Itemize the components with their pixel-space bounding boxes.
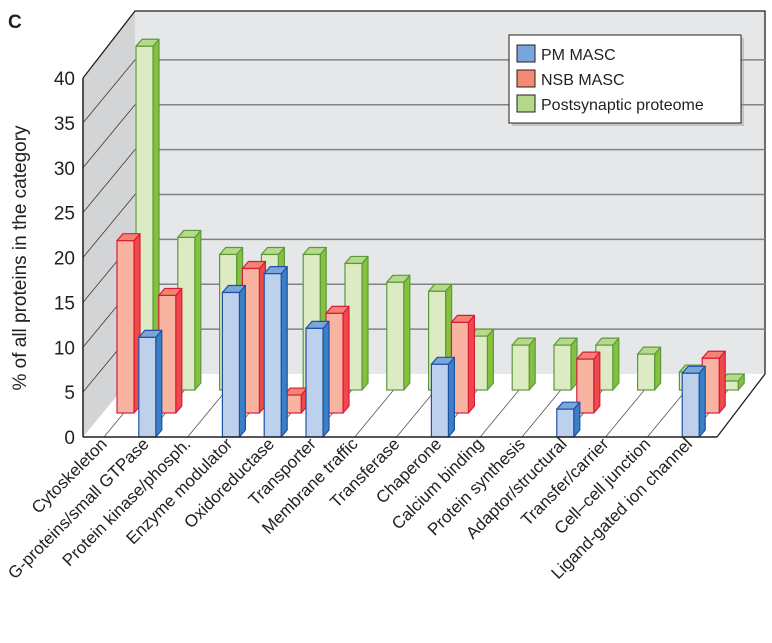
bar-front-face [221, 291, 240, 438]
bar-postsynaptic-proteome [386, 274, 411, 391]
bar-front-face [386, 281, 405, 391]
bar-front-face [116, 240, 135, 414]
y-tick-label: 0 [64, 428, 75, 449]
axes [82, 78, 717, 438]
bar-front-face [305, 327, 324, 438]
bar-nsb-masc [325, 305, 350, 414]
bar-side-face [403, 274, 411, 391]
bar-pm-masc [556, 401, 581, 438]
bar-side-face [593, 351, 601, 414]
bar-nsb-masc [116, 233, 141, 414]
gridline-side [82, 149, 136, 213]
bar-side-face [194, 229, 202, 391]
bar-pm-masc [138, 329, 163, 438]
bar-side-face [361, 255, 369, 391]
bar-side-face [175, 287, 183, 414]
bar-postsynaptic-proteome [553, 337, 578, 391]
bar-side-face [280, 266, 288, 438]
bar-side-face [718, 350, 726, 414]
y-axis-title: % of all proteins in the category [10, 125, 31, 391]
bar-pm-masc [430, 356, 455, 438]
bar-side-face [698, 365, 706, 438]
y-tick-label: 35 [54, 114, 75, 135]
bar-nsb-masc [576, 351, 601, 414]
bar-pm-masc [263, 266, 288, 438]
bar-nsb-masc [450, 314, 475, 414]
bar-side-face [467, 314, 475, 414]
y-tick-label: 30 [54, 159, 75, 180]
bar-nsb-masc [158, 287, 183, 414]
bar-postsynaptic-proteome [511, 337, 536, 391]
legend-item-nsb-masc: NSB MASC [516, 69, 625, 89]
bar-pm-masc [221, 284, 246, 438]
legend-item-pm-masc: PM MASC [516, 44, 616, 64]
bar-front-face [556, 408, 575, 438]
bar-side-face [238, 284, 246, 438]
wall-outline [82, 10, 766, 438]
bar-front-face [263, 273, 282, 438]
y-tick-labels: 0 5 10 15 20 25 30 35 40 [54, 69, 75, 449]
gridline-side [82, 59, 136, 124]
bar-side-face [155, 329, 163, 438]
legend-label-postsynaptic-proteome: Postsynaptic proteome [541, 97, 704, 114]
y-tick-label: 15 [54, 293, 75, 314]
legend: PM MASC NSB MASC Postsynaptic proteome [508, 34, 744, 126]
legend-swatch-postsynaptic-proteome [516, 94, 536, 113]
bar-front-face [138, 336, 157, 438]
bar-pm-masc [681, 365, 706, 438]
bar-side-face [570, 337, 578, 391]
bar-front-face [636, 353, 656, 391]
bar-front-face [430, 363, 449, 438]
y-tick-label: 25 [54, 204, 75, 225]
y-tick-label: 5 [64, 383, 75, 404]
y-tick-label: 10 [54, 338, 75, 359]
bar-side-face [342, 305, 350, 414]
legend-item-postsynaptic-proteome: Postsynaptic proteome [516, 94, 704, 114]
bar-front-face [681, 372, 700, 438]
legend-swatch-nsb-masc [516, 69, 536, 88]
bar-front-face [576, 358, 595, 414]
bar-side-face [447, 356, 455, 438]
y-tick-label: 40 [54, 69, 75, 90]
bar-side-face [486, 328, 494, 391]
legend-swatch-pm-masc [516, 44, 536, 63]
legend-label-pm-masc: PM MASC [541, 47, 616, 64]
bar-side-face [612, 337, 620, 391]
panel-label: C [8, 12, 22, 33]
bar-side-face [528, 337, 536, 391]
bar-pm-masc [305, 320, 330, 438]
legend-box [508, 34, 742, 124]
y-tick-label: 20 [54, 249, 75, 270]
bars [116, 38, 745, 438]
bar-front-face [553, 344, 572, 391]
bar-postsynaptic-proteome [636, 346, 662, 391]
bar-nsb-masc [701, 350, 726, 414]
gridline-side [82, 104, 136, 169]
bar-side-face [322, 320, 330, 438]
legend-label-nsb-masc: NSB MASC [541, 72, 625, 89]
bar-front-face [511, 344, 530, 391]
gridline-side [82, 194, 136, 258]
